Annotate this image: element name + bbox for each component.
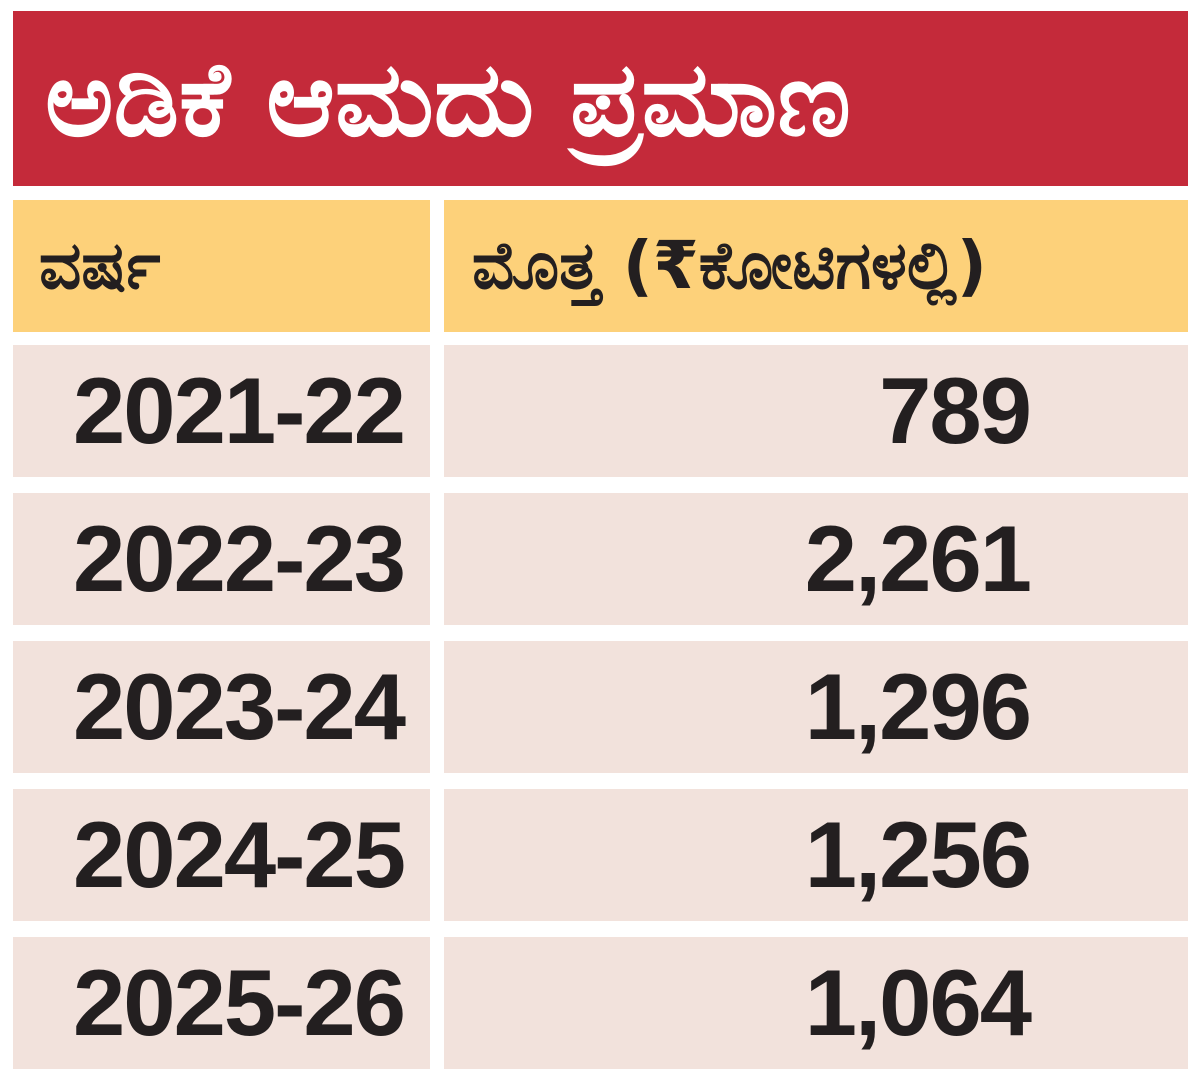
year-label: 2022-23 — [73, 506, 406, 611]
table-title-bar: ಅಡಿಕೆ ಆಮದು ಪ್ರಮಾಣ — [13, 11, 1188, 186]
amount-value: 1,064 — [804, 950, 1032, 1055]
amount-value: 1,256 — [804, 802, 1032, 907]
table-cell-year: 2024-25 — [13, 789, 430, 921]
column-header-year-label: ವರ್ಷ — [39, 226, 161, 304]
table-cell-year: 2021-22 — [13, 345, 430, 477]
table-cell-year: 2023-24 — [13, 641, 430, 773]
table-cell-year: 2022-23 — [13, 493, 430, 625]
column-header-amount: ಮೊತ್ತ (₹ಕೋಟಿಗಳಲ್ಲಿ) — [444, 200, 1188, 332]
column-header-year: ವರ್ಷ — [13, 200, 430, 332]
table-cell-year: 2025-26 — [13, 937, 430, 1069]
table-cell-amount: 2,261 — [444, 493, 1188, 625]
table-cell-amount: 1,064 — [444, 937, 1188, 1069]
amount-value: 2,261 — [804, 506, 1032, 611]
year-label: 2024-25 — [73, 802, 406, 907]
amount-value: 1,296 — [804, 654, 1032, 759]
table-cell-amount: 1,296 — [444, 641, 1188, 773]
year-label: 2025-26 — [73, 950, 406, 1055]
year-label: 2021-22 — [73, 358, 406, 463]
table-title: ಅಡಿಕೆ ಆಮದು ಪ್ರಮಾಣ — [45, 37, 851, 160]
amount-value: 789 — [879, 358, 1032, 463]
table-cell-amount: 789 — [444, 345, 1188, 477]
table-cell-amount: 1,256 — [444, 789, 1188, 921]
column-header-amount-label: ಮೊತ್ತ (₹ಕೋಟಿಗಳಲ್ಲಿ) — [472, 226, 987, 304]
year-label: 2023-24 — [73, 654, 406, 759]
